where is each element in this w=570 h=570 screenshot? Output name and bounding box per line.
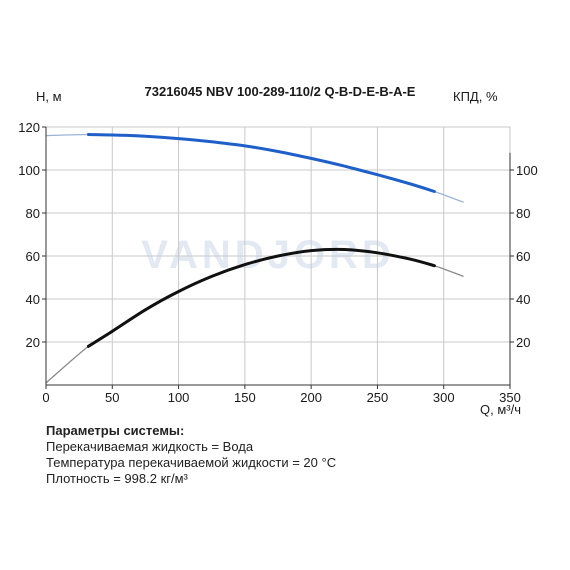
axis-layer: 0 50 100 150 200 250 300 350 20 40 60 80 100 120 20 40 6… [18,120,537,405]
x-tick-label: 300 [433,390,455,405]
head-curve-extension [45,133,464,203]
y-left-tick-label: 20 [26,335,40,350]
y-left-tick-label: 100 [18,163,40,178]
watermark-logo: VANDJORD [141,233,395,277]
y-left-tick-label: 40 [26,292,40,307]
x-tick-label: 0 [42,390,49,405]
x-tick-label: 150 [234,390,256,405]
text-layer: 73216045 NBV 100-289-110/2 Q-B-D-E-B-A-E… [36,84,521,417]
parameter-line-fluid: Перекачиваемая жидкость = Вода [46,439,254,454]
parameter-line-density: Плотность = 998.2 кг/м³ [46,471,188,486]
grid-layer [45,126,511,386]
efficiency-curve-main [86,247,436,348]
head-curve-main [86,133,436,193]
system-parameters-title: Параметры системы: [46,423,185,438]
y-left-tick-label: 120 [18,120,40,135]
y-right-tick-label: 80 [516,206,530,221]
x-tick-label: 250 [367,390,389,405]
y-right-tick-label: 100 [516,163,538,178]
y-right-tick-label: 20 [516,335,530,350]
parameter-line-temperature: Температура перекачиваемой жидкости = 20… [46,455,337,470]
y-right-tick-label: 40 [516,292,530,307]
x-tick-label: 200 [300,390,322,405]
x-axis-label: Q, м³/ч [480,402,521,417]
y-left-tick-label: 60 [26,249,40,264]
system-parameters: Параметры системы: Перекачиваемая жидкос… [46,423,336,487]
chart-title: 73216045 NBV 100-289-110/2 Q-B-D-E-B-A-E [145,84,416,99]
x-tick-label: 50 [105,390,119,405]
curve-layer [45,133,464,384]
watermark-layer: VANDJORD [141,233,395,277]
x-tick-label: 350 [499,390,521,405]
y-right-tick-label: 60 [516,249,530,264]
y-axis-right-label: КПД, % [453,89,498,104]
x-tick-label: 100 [168,390,190,405]
y-axis-left-label: H, м [36,89,62,104]
y-left-tick-label: 80 [26,206,40,221]
